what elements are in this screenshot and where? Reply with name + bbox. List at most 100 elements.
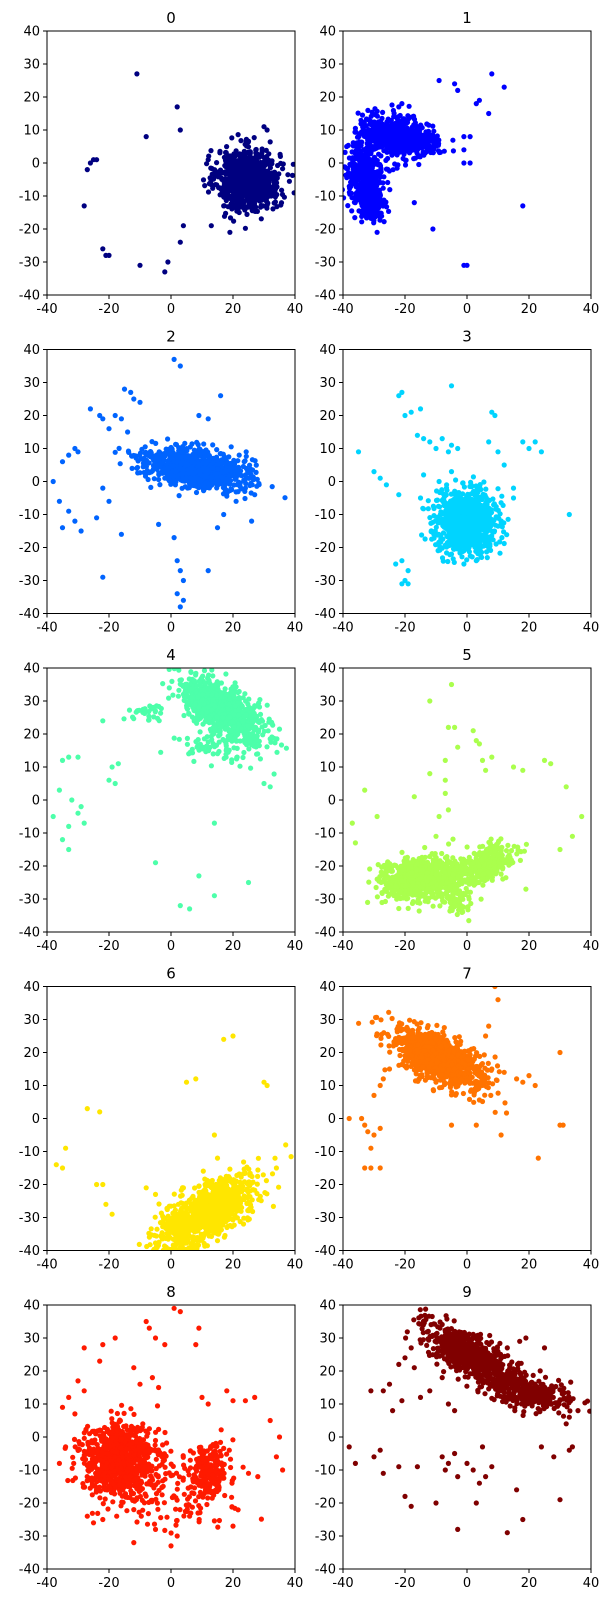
data-point [285, 172, 291, 178]
data-point [166, 472, 172, 478]
data-point [215, 686, 221, 692]
data-point [189, 441, 195, 447]
data-point [223, 726, 229, 732]
data-point [441, 148, 447, 154]
data-point [350, 143, 356, 149]
data-point [237, 151, 243, 157]
data-point [247, 173, 253, 179]
x-tick-label: 0 [167, 302, 175, 317]
y-tick-label: 20 [319, 409, 336, 424]
data-point [201, 441, 207, 447]
data-point [59, 459, 66, 465]
x-tick-label: -40 [332, 302, 353, 317]
data-point [431, 128, 437, 134]
data-point [443, 507, 449, 513]
data-point [475, 511, 481, 517]
data-point [419, 145, 426, 151]
data-point [374, 229, 380, 235]
data-point [213, 471, 219, 477]
data-point [255, 751, 261, 757]
data-point [112, 449, 118, 455]
data-point [214, 182, 220, 188]
data-point [224, 182, 230, 188]
data-point [208, 223, 214, 229]
data-point [374, 157, 380, 164]
data-point [242, 485, 248, 491]
data-point [200, 177, 207, 183]
data-point [351, 176, 357, 182]
data-point [401, 126, 407, 132]
data-point [408, 409, 414, 415]
data-point [137, 450, 144, 456]
data-point [214, 160, 220, 166]
data-point [237, 170, 243, 176]
y-tick-label: -20 [19, 541, 40, 556]
data-point [489, 533, 495, 539]
data-point [181, 712, 187, 719]
data-point [233, 498, 239, 504]
data-point [252, 155, 258, 161]
data-point [481, 479, 487, 485]
data-point [192, 453, 198, 459]
data-point [474, 507, 481, 513]
data-point [125, 429, 131, 435]
data-point [169, 678, 175, 685]
data-point [281, 194, 287, 200]
data-point [380, 109, 386, 115]
data-point [253, 146, 259, 153]
data-point [203, 460, 209, 466]
data-point [247, 482, 253, 489]
data-point [451, 525, 457, 531]
data-point [444, 487, 450, 493]
data-point [296, 165, 301, 170]
data-point [224, 144, 230, 150]
data-point [272, 199, 278, 205]
x-tick-label: 20 [225, 621, 242, 636]
data-point [373, 143, 379, 149]
data-point [262, 191, 268, 197]
data-point [189, 470, 195, 476]
x-tick-label: -20 [98, 302, 119, 317]
data-point [250, 185, 257, 191]
data-point [209, 165, 215, 172]
data-point [461, 134, 467, 140]
data-point [94, 515, 100, 521]
data-point [253, 703, 259, 709]
data-point [252, 179, 258, 185]
data-point [226, 176, 232, 182]
data-point [165, 259, 171, 265]
data-point [362, 179, 368, 185]
data-point [229, 135, 235, 141]
data-point [459, 498, 465, 504]
data-point [261, 728, 267, 735]
data-point [290, 161, 295, 167]
y-tick-label: 40 [319, 343, 336, 358]
data-point [394, 137, 400, 144]
data-point [262, 722, 268, 729]
data-point [129, 465, 135, 471]
data-point [226, 473, 232, 479]
data-point [184, 706, 191, 712]
x-tick-label: 40 [287, 621, 304, 636]
data-point [221, 213, 228, 219]
data-point [166, 695, 172, 701]
data-point [461, 484, 467, 490]
data-point [176, 493, 182, 499]
data-point [377, 171, 383, 177]
data-point [66, 452, 72, 458]
y-tick-label: -20 [315, 223, 336, 238]
data-point [81, 203, 87, 209]
data-point [278, 200, 285, 206]
data-point [208, 148, 214, 154]
data-point [215, 466, 221, 472]
data-point [346, 183, 352, 189]
data-point [129, 453, 135, 459]
data-point [158, 460, 164, 466]
y-tick-label: 40 [23, 25, 40, 40]
data-point [467, 483, 473, 490]
data-point [241, 154, 248, 160]
data-point [282, 495, 288, 501]
data-point [245, 194, 251, 200]
data-point [185, 699, 191, 705]
data-point [338, 163, 343, 168]
